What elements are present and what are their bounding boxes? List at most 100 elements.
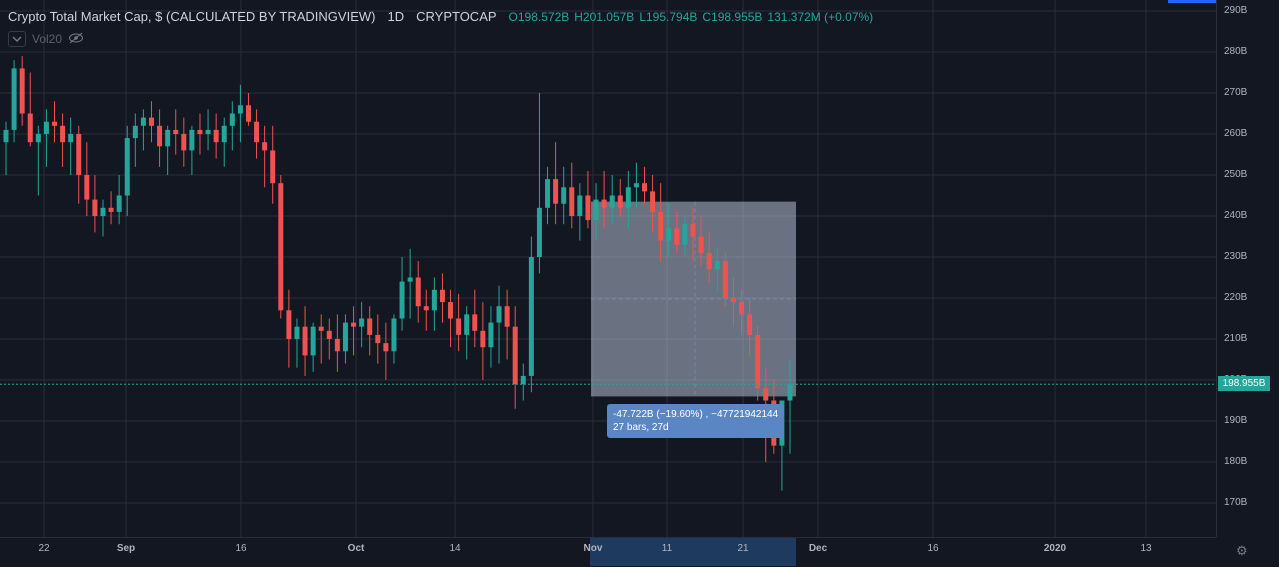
- candle-body: [528, 257, 534, 376]
- candle-body: [140, 117, 146, 126]
- candle: [51, 101, 57, 143]
- candle-body: [254, 121, 260, 143]
- volume-label[interactable]: Vol20: [32, 32, 63, 46]
- collapse-chevron-icon[interactable]: [8, 31, 26, 47]
- interval-label[interactable]: 1D: [387, 9, 405, 24]
- candle: [116, 175, 122, 225]
- candle: [84, 142, 90, 216]
- candle-body: [76, 134, 82, 175]
- candle-body: [35, 134, 41, 143]
- price-axis[interactable]: [1216, 0, 1279, 537]
- chart-legend: Crypto Total Market Cap, $ (CALCULATED B…: [8, 9, 878, 24]
- candle: [609, 175, 615, 225]
- candle: [423, 289, 429, 331]
- candle: [585, 170, 591, 229]
- candle-body: [488, 322, 494, 348]
- candle: [334, 314, 340, 372]
- candle-body: [383, 343, 389, 352]
- candle: [391, 314, 397, 364]
- candle-body: [431, 289, 437, 311]
- candle-body: [116, 195, 122, 212]
- x-tick-label: Nov: [583, 543, 603, 554]
- candle-body: [19, 68, 25, 114]
- candle: [189, 125, 195, 175]
- candle: [173, 109, 179, 155]
- volume-indicator-row: Vol20: [8, 31, 84, 47]
- candle-body: [189, 129, 195, 151]
- measure-change-text: -47.722B (−19.60%) , −47721942144: [613, 409, 779, 420]
- candle-body: [334, 339, 340, 352]
- candle-body: [423, 306, 429, 311]
- candle-body: [496, 306, 502, 323]
- candle-body: [787, 384, 793, 401]
- candle: [181, 117, 187, 167]
- candle: [11, 60, 17, 143]
- candle: [496, 285, 502, 364]
- candle-body: [407, 277, 413, 282]
- time-range-highlight: [590, 538, 796, 566]
- candle-body: [245, 105, 251, 122]
- candle: [302, 306, 308, 376]
- candle-body: [213, 129, 219, 143]
- candle: [407, 248, 413, 319]
- candle-body: [747, 314, 753, 335]
- candle-body: [84, 175, 90, 200]
- candle-body: [60, 125, 66, 143]
- candle-body: [464, 314, 470, 335]
- candle: [730, 277, 736, 327]
- candle-body: [415, 277, 421, 307]
- candle-body: [391, 318, 397, 352]
- candle: [601, 170, 607, 229]
- candle: [124, 125, 130, 216]
- candle: [270, 125, 276, 204]
- candle: [221, 117, 227, 167]
- candle: [278, 175, 284, 319]
- candle: [488, 306, 494, 368]
- candle-body: [698, 236, 704, 253]
- time-axis[interactable]: [0, 537, 1216, 567]
- candle-body: [270, 150, 276, 184]
- x-tick-label: Sep: [116, 543, 136, 554]
- candle: [593, 183, 599, 241]
- candle: [342, 314, 348, 364]
- candle-body: [682, 224, 688, 245]
- candle-body: [545, 179, 551, 208]
- candle-body: [3, 129, 9, 143]
- candle: [359, 302, 365, 348]
- candle-body: [472, 314, 478, 331]
- candle: [472, 289, 478, 348]
- candle-body: [439, 289, 445, 303]
- measure-bars-text: 27 bars, 27d: [613, 422, 669, 433]
- candle: [739, 289, 745, 335]
- last-price-label: 198.955B: [1218, 376, 1270, 391]
- settings-gear-icon[interactable]: ⚙: [1236, 543, 1248, 558]
- candle-body: [730, 298, 736, 303]
- candle: [140, 109, 146, 151]
- candle-body: [181, 134, 187, 151]
- candle-body: [585, 195, 591, 221]
- candle: [367, 306, 373, 356]
- candle: [520, 363, 526, 401]
- y-tick-label: 250B: [1224, 169, 1248, 180]
- candle: [666, 203, 672, 257]
- low-value: L195.794B: [639, 9, 698, 24]
- close-value: C198.955B: [702, 9, 763, 24]
- hide-eye-icon[interactable]: [68, 32, 84, 47]
- candle-body: [714, 261, 720, 270]
- candle-body: [342, 322, 348, 352]
- candle: [310, 322, 316, 372]
- symbol-title[interactable]: Crypto Total Market Cap, $ (CALCULATED B…: [8, 9, 376, 24]
- x-tick-label: 22: [38, 543, 50, 554]
- y-tick-label: 190B: [1224, 415, 1248, 426]
- candle: [650, 175, 656, 233]
- candle-body: [326, 330, 332, 339]
- candle-body: [11, 68, 17, 130]
- candle-body: [617, 195, 623, 208]
- candle-body: [205, 129, 211, 134]
- candle-body: [221, 125, 227, 143]
- candle: [722, 252, 728, 307]
- candle: [60, 113, 66, 167]
- candle-body: [286, 310, 292, 339]
- candle: [528, 236, 534, 393]
